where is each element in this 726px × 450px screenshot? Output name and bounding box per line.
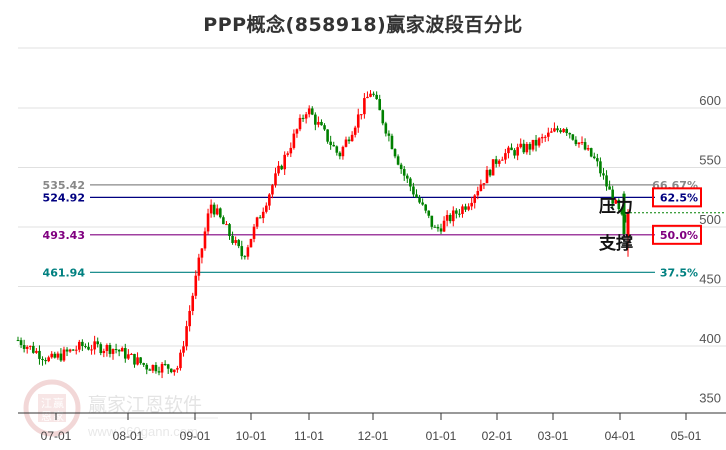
watermark-brand: 赢家江恩软件 (88, 394, 202, 416)
x-tick-label: 04-01 (605, 429, 636, 443)
y-axis: 350 400 450 500 550 600 (699, 93, 721, 406)
level-highlight-box (652, 187, 702, 208)
y-tick-label: 450 (699, 272, 721, 287)
candles (16, 90, 630, 379)
x-tick-label: 05-01 (671, 429, 702, 443)
watermark-seal-icon (23, 379, 81, 437)
x-tick-label: 11-01 (294, 429, 324, 443)
x-tick-label: 10-01 (236, 429, 267, 443)
svg-text:江: 江 (41, 397, 52, 410)
watermark: 江 赢 恩 家 赢家江恩软件 www.360gann.com (23, 379, 218, 439)
x-tick-label: 08-01 (113, 429, 144, 443)
y-tick-label: 600 (699, 93, 721, 108)
svg-text:恩: 恩 (41, 410, 52, 423)
x-tick-label: 01-01 (426, 429, 457, 443)
x-tick-label: 07-01 (41, 429, 72, 443)
x-axis: 07-01 08-01 09-01 10-01 11-01 12-01 01-01 02-01… (18, 412, 726, 443)
level-price-label: 461.94 (43, 266, 86, 279)
chart-title: PPP概念(858918)赢家波段百分比 (203, 14, 523, 36)
svg-text:家: 家 (53, 409, 64, 423)
x-tick-label: 03-01 (538, 429, 569, 443)
resistance-label: 压力 (599, 196, 633, 217)
y-tick-label: 350 (699, 391, 721, 406)
level-highlight-box (652, 224, 702, 245)
x-tick-label: 12-01 (358, 429, 389, 443)
level-percent-label: 50.0% (660, 229, 698, 242)
watermark-url: www.360gann.com (87, 424, 198, 439)
y-tick-label: 500 (699, 212, 721, 227)
level-price-label: 524.92 (43, 191, 85, 204)
level-percent-label: 66.67% (652, 179, 698, 192)
level-lines: 535.42 66.67% 524.92 62.5% 493.43 50.0% 461.94… (43, 179, 726, 279)
x-tick-label: 09-01 (180, 429, 211, 443)
level-price-label: 535.42 (43, 179, 85, 192)
level-price-label: 493.43 (43, 229, 85, 242)
level-percent-label: 37.5% (660, 266, 698, 279)
annotations: 压力 支撑 (599, 196, 633, 254)
x-tick-label: 02-01 (482, 429, 513, 443)
y-tick-label: 400 (699, 331, 721, 346)
level-percent-label: 62.5% (660, 191, 698, 204)
gridlines (18, 47, 726, 347)
y-tick-label: 550 (699, 153, 721, 168)
support-label: 支撑 (599, 233, 633, 254)
svg-text:赢: 赢 (53, 396, 64, 410)
